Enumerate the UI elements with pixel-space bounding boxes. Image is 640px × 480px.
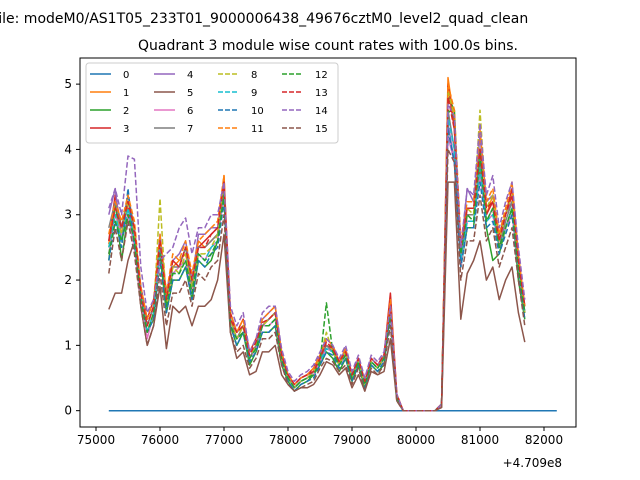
legend-box	[85, 62, 339, 144]
legend-item-0: 0	[90, 70, 129, 81]
figure-suptitle: n file: modeM0/AS1T05_233T01_9000006438_…	[0, 11, 528, 27]
legend-item-3: 3	[90, 124, 129, 135]
y-tick-label: 0	[64, 404, 72, 418]
x-tick-label: 81000	[461, 433, 499, 447]
series-line-15	[108, 148, 526, 412]
x-tick-label: 78000	[269, 433, 307, 447]
legend-label: 4	[187, 70, 193, 81]
x-tick-label: 82000	[525, 433, 563, 447]
legend-label: 10	[251, 106, 264, 117]
legend-label: 5	[187, 88, 193, 99]
y-tick-label: 1	[64, 338, 72, 352]
x-axis: 75000 76000 77000 78000 79000 80000 81000 82000	[77, 427, 563, 447]
legend-label: 9	[251, 88, 257, 99]
legend-label: 0	[123, 70, 129, 81]
legend-item-13: 13	[282, 88, 328, 99]
x-tick-label: 77000	[205, 433, 243, 447]
y-axis: 0 1 2 3 4 5	[64, 77, 80, 418]
legend-item-12: 12	[282, 70, 328, 81]
legend-item-5: 5	[154, 88, 193, 99]
legend-item-15: 15	[282, 124, 328, 135]
legend-label: 14	[315, 106, 328, 117]
x-tick-label: 80000	[397, 433, 435, 447]
legend-item-11: 11	[218, 124, 264, 135]
legend-label: 7	[187, 124, 193, 135]
x-offset-label: +4.709e8	[503, 456, 562, 470]
legend-item-8: 8	[218, 70, 257, 81]
x-tick-label: 79000	[333, 433, 371, 447]
legend-item-6: 6	[154, 106, 193, 117]
series-line-10	[108, 129, 526, 412]
legend-item-4: 4	[154, 70, 193, 81]
legend-item-10: 10	[218, 106, 264, 117]
series-line-5	[108, 181, 526, 412]
legend-label: 3	[123, 124, 129, 135]
legend-label: 13	[315, 88, 328, 99]
x-tick-label: 75000	[77, 433, 115, 447]
legend-label: 15	[315, 124, 328, 135]
legend-item-2: 2	[90, 106, 129, 117]
plot-frame	[79, 57, 577, 428]
legend-label: 8	[251, 70, 257, 81]
legend-label: 12	[315, 70, 328, 81]
y-tick-label: 5	[64, 77, 72, 91]
legend-item-1: 1	[90, 88, 129, 99]
x-tick-label: 76000	[141, 433, 179, 447]
legend-item-14: 14	[282, 106, 328, 117]
y-tick-label: 4	[64, 142, 72, 156]
legend-label: 1	[123, 88, 129, 99]
legend-label: 11	[251, 124, 264, 135]
legend-label: 2	[123, 106, 129, 117]
legend-item-9: 9	[218, 88, 257, 99]
legend-item-7: 7	[154, 124, 193, 135]
legend-label: 6	[187, 106, 193, 117]
plot-lines	[108, 76, 557, 412]
chart-title: Quadrant 3 module wise count rates with …	[138, 38, 518, 54]
series-line-14	[108, 102, 526, 412]
y-tick-label: 2	[64, 273, 72, 287]
y-tick-label: 3	[64, 208, 72, 222]
